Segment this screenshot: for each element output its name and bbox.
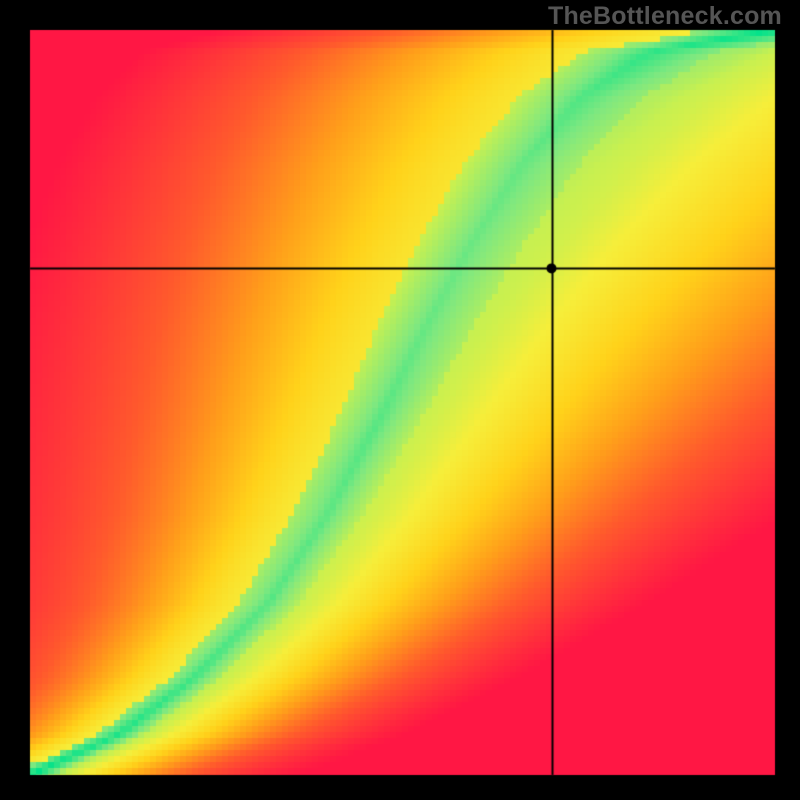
chart-container: TheBottleneck.com bbox=[0, 0, 800, 800]
overlay-canvas bbox=[0, 0, 800, 800]
watermark-text: TheBottleneck.com bbox=[548, 2, 782, 31]
